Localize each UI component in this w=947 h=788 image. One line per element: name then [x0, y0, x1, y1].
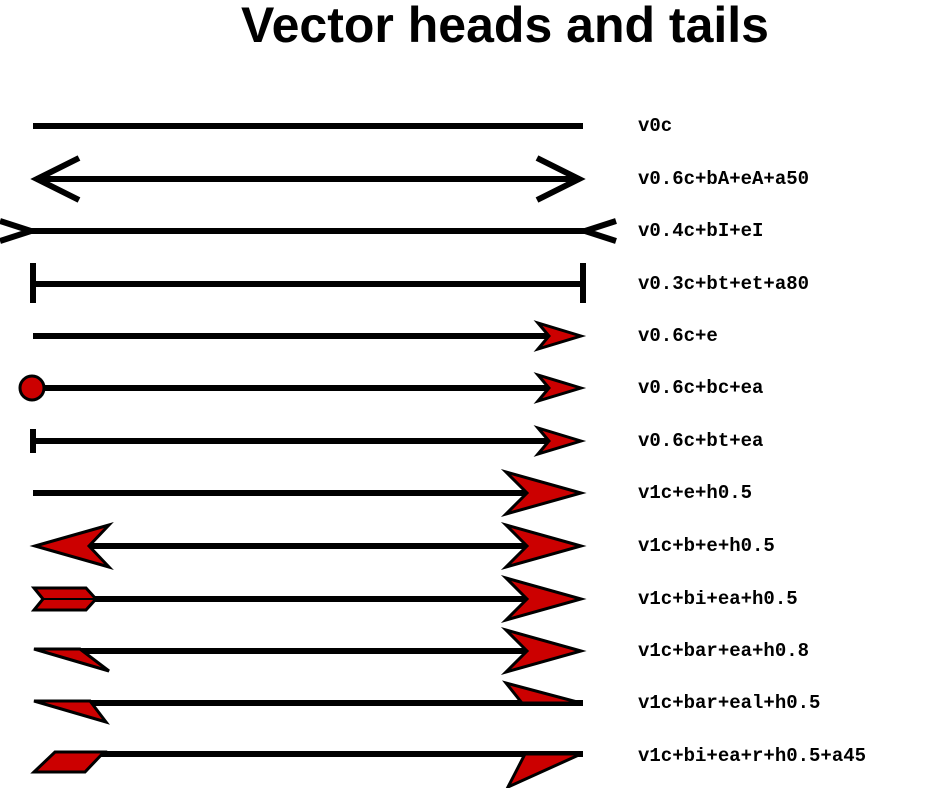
- vector-angled-half: [30, 750, 583, 788]
- vector-feather-tail: [30, 575, 587, 623]
- vector-label: v0.6c+bA+eA+a50: [638, 168, 810, 190]
- half-arrowhead-end-icon: [505, 752, 582, 788]
- vector-label: v1c+b+e+h0.5: [638, 535, 775, 557]
- arrowhead-end-icon: [533, 372, 587, 404]
- vector-label: v0.4c+bI+eI: [638, 220, 764, 242]
- arrowhead-end-icon: [500, 469, 587, 517]
- inward-arrow-end-icon: [575, 218, 617, 244]
- vector-label: v1c+bi+ea+r+h0.5+a45: [638, 745, 867, 767]
- vector-open-arrows: [30, 155, 586, 203]
- vector-double-head: [29, 522, 587, 570]
- vector-label: v0c: [638, 115, 673, 137]
- vector-bar-begin: [30, 425, 587, 457]
- vector-terminal-bars: [30, 263, 586, 303]
- half-arrowhead-end-icon: [501, 680, 582, 705]
- vector-inward-arrows: [0, 218, 617, 244]
- arrowhead-end-icon: [500, 575, 587, 623]
- vector-label: v1c+bar+ea+h0.8: [638, 640, 810, 662]
- half-arrowhead-begin-icon: [33, 699, 110, 725]
- diagram-title: Vector heads and tails: [241, 0, 769, 53]
- inward-arrow-begin-icon: [0, 218, 41, 244]
- half-arrowhead-begin-icon: [33, 647, 110, 673]
- arrowhead-end-icon: [500, 522, 587, 570]
- arrowhead-end-icon: [533, 320, 587, 352]
- vector-label: v0.6c+e: [638, 325, 718, 347]
- vector-half-arrows: [33, 680, 583, 725]
- vector-label: v1c+bi+ea+h0.5: [638, 588, 798, 610]
- vector-label: v0.6c+bt+ea: [638, 430, 764, 452]
- vector-label: v0.3c+bt+et+a80: [638, 273, 810, 295]
- vector-small-head: [33, 320, 587, 352]
- arrowhead-end-icon: [533, 425, 587, 457]
- vector-label: v1c+e+h0.5: [638, 482, 753, 504]
- vector-large-head: [33, 469, 587, 517]
- vector-label: v1c+bar+eal+h0.5: [638, 692, 821, 714]
- vector-circle-begin: [18, 372, 587, 404]
- open-arrow-end-icon: [535, 155, 586, 203]
- circle-begin-icon: [18, 374, 46, 402]
- vector-label: v0.6c+bc+ea: [638, 377, 764, 399]
- vector-half-arrow-begin: [33, 627, 587, 675]
- feather-tail-begin-icon: [30, 750, 108, 774]
- arrowhead-end-icon: [500, 627, 587, 675]
- open-arrow-begin-icon: [30, 155, 81, 203]
- arrowhead-begin-icon: [29, 522, 114, 570]
